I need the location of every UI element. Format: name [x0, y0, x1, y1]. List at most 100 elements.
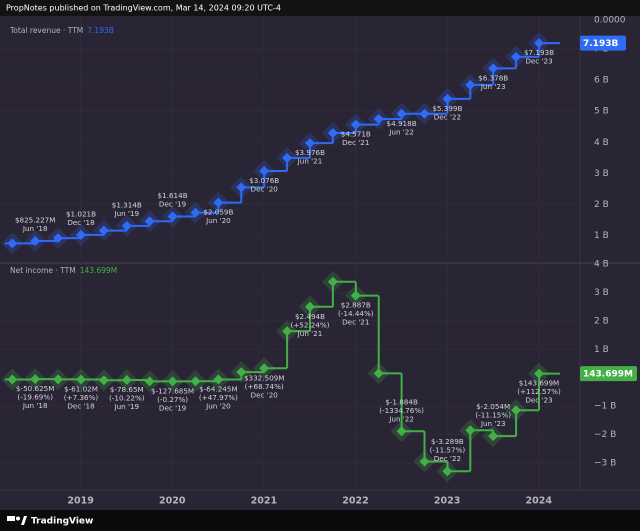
y-tick-label: 5 B	[594, 107, 609, 117]
data-value-label: $-127.685M	[151, 386, 194, 395]
data-value-label: $3.976B	[295, 148, 325, 157]
data-date-label: Dec '19	[159, 403, 187, 412]
marker	[442, 466, 453, 477]
last-value-box	[580, 35, 626, 51]
data-value-label: $2.494B	[295, 312, 325, 321]
data-date-label: Jun '23	[480, 419, 506, 428]
legend-value: 143.699M	[80, 266, 118, 275]
footer-logo-text: TradingView	[31, 517, 93, 527]
legend-title: Total revenue · TTM	[9, 26, 83, 35]
data-value-label: $4.918B	[387, 119, 417, 128]
pane: 1 B2 B3 B4 B5 B6 B7 B0.0000$825.227MJun …	[0, 16, 626, 255]
data-value-label: $332.509M	[244, 373, 285, 382]
x-tick-label: 2022	[342, 496, 368, 507]
data-value-label: $143.699M	[519, 379, 560, 388]
data-date-label: Jun '23	[480, 82, 506, 91]
data-date-label: Dec '21	[342, 318, 369, 327]
data-change-label: (-14.44%)	[338, 309, 374, 318]
marker	[442, 93, 453, 104]
last-value-label: 143.699M	[583, 370, 633, 380]
logo-shape	[16, 516, 20, 521]
data-date-label: Jun '19	[113, 209, 139, 218]
data-date-label: Dec '19	[159, 199, 187, 208]
data-value-label: $1.614B	[158, 191, 188, 200]
marker	[282, 326, 293, 337]
axis-top-label: 0.0000	[594, 16, 626, 26]
marker	[373, 368, 384, 379]
data-value-label: $6.378B	[478, 73, 508, 82]
data-value-label: $4.571B	[341, 130, 371, 139]
data-date-label: Dec '22	[434, 112, 461, 121]
data-value-label: $-1.884B	[385, 397, 418, 406]
marker	[350, 290, 361, 301]
data-change-label: (+112.57%)	[517, 387, 561, 396]
data-value-label: $1.021B	[66, 209, 96, 218]
data-date-label: Dec '18	[67, 218, 95, 227]
marker	[30, 374, 41, 385]
data-date-label: Dec '20	[251, 185, 279, 194]
data-date-label: Dec '21	[342, 138, 369, 147]
marker	[121, 374, 132, 385]
y-tick-label: −1 B	[594, 402, 616, 412]
marker	[7, 374, 18, 385]
data-date-label: Jun '20	[205, 216, 231, 225]
marker	[488, 431, 499, 442]
data-change-label: (-11.57%)	[430, 446, 466, 455]
data-date-label: Jun '22	[388, 127, 414, 136]
data-value-label: $-78.65M	[110, 385, 144, 394]
marker	[98, 225, 109, 236]
legend-value: 7.193B	[87, 26, 114, 35]
marker	[76, 374, 86, 385]
marker	[167, 376, 178, 387]
y-tick-label: 4 B	[594, 138, 609, 148]
data-date-label: Dec '23	[525, 57, 552, 66]
marker	[419, 108, 430, 119]
marker	[167, 211, 178, 222]
y-tick-label: 1 B	[594, 345, 609, 355]
y-tick-label: −2 B	[594, 430, 616, 440]
marker	[98, 375, 109, 386]
last-value-box	[580, 366, 637, 382]
data-value-label: $-64.245M	[199, 385, 238, 394]
x-tick-label: 2021	[251, 496, 277, 507]
x-tick-label: 2024	[526, 496, 553, 507]
legend-title: Net income · TTM	[10, 266, 76, 275]
data-change-label: (-19.69%)	[17, 393, 53, 402]
marker	[53, 374, 64, 385]
marker	[190, 207, 201, 218]
marker	[121, 220, 132, 231]
marker	[534, 368, 544, 379]
data-value-label: $1.314B	[112, 200, 142, 209]
marker	[53, 233, 64, 244]
data-value-label: $-61.02M	[64, 384, 98, 393]
marker	[144, 376, 155, 387]
marker	[488, 63, 499, 74]
y-tick-label: 1 B	[594, 231, 609, 241]
marker	[144, 216, 155, 227]
x-tick-label: 2023	[434, 496, 460, 507]
data-date-label: Dec '23	[525, 396, 552, 405]
data-date-label: Jun '21	[297, 329, 323, 338]
x-tick-label: 2019	[67, 496, 93, 507]
marker	[236, 182, 247, 193]
marker	[305, 301, 315, 312]
data-change-label: (+52.24%)	[290, 320, 329, 329]
marker	[396, 426, 407, 437]
marker	[373, 114, 384, 125]
marker	[465, 425, 476, 436]
y-tick-label: −3 B	[594, 458, 616, 468]
y-tick-label: 3 B	[594, 288, 609, 298]
marker	[327, 276, 338, 287]
marker	[465, 79, 476, 90]
data-date-label: Jun '18	[22, 224, 48, 233]
data-value-label: $3.076B	[249, 176, 279, 185]
data-date-label: Dec '20	[251, 390, 279, 399]
y-tick-label: 4 B	[594, 260, 609, 270]
data-date-label: Jun '18	[22, 401, 48, 410]
marker	[236, 367, 247, 378]
data-value-label: $825.227M	[15, 216, 56, 225]
header-text: PropNotes published on TradingView.com, …	[6, 4, 281, 13]
header-bar	[0, 0, 640, 16]
marker	[213, 374, 224, 385]
y-tick-label: 2 B	[594, 316, 609, 326]
